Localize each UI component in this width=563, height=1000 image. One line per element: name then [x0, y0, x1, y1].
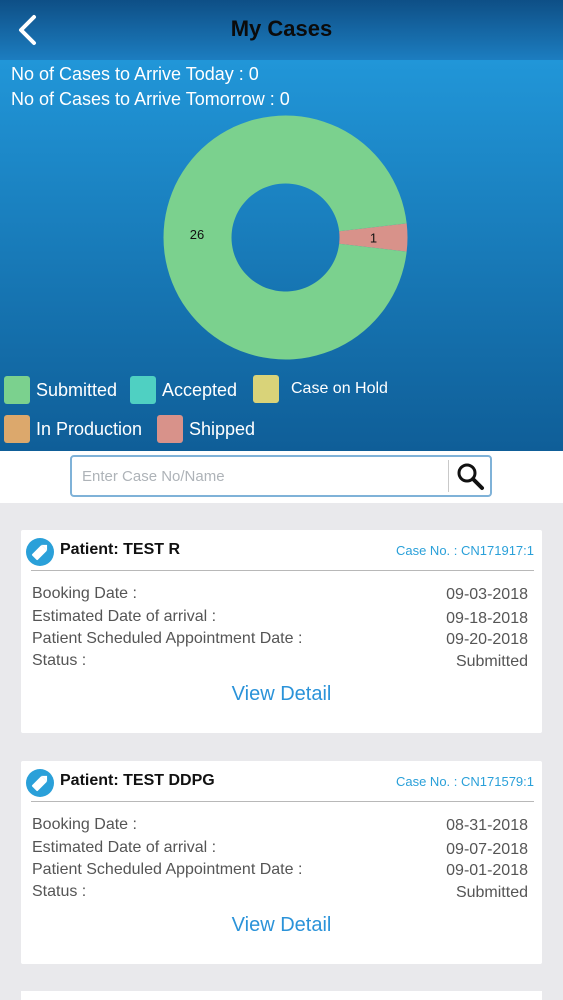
eta-label: Estimated Date of arrival : — [32, 608, 217, 625]
status-label: Status : — [32, 652, 87, 669]
search-input[interactable] — [82, 463, 442, 489]
legend-swatch — [4, 376, 30, 404]
status-label: Status : — [32, 883, 87, 900]
legend-label: Shipped — [189, 418, 256, 439]
divider — [31, 570, 534, 571]
case-card-header: Patient: TEST DDPG Case No. : CN171579:1 — [21, 761, 542, 801]
case-card-header: Patient: TEST R Case No. : CN171917:1 — [21, 530, 542, 570]
summary-panel: No of Cases to Arrive Today : 0 No of Ca… — [0, 60, 563, 451]
tag-icon — [25, 768, 55, 798]
eta-label: Estimated Date of arrival : — [32, 839, 217, 856]
page-title: My Cases — [230, 16, 333, 41]
tag-icon — [25, 537, 55, 567]
divider — [31, 801, 534, 802]
appointment-value: 09-20-2018 — [446, 631, 528, 648]
legend-item-shipped: Shipped — [157, 415, 255, 443]
appointment-label: Patient Scheduled Appointment Date : — [32, 630, 303, 647]
appointment-value: 09-01-2018 — [446, 862, 528, 879]
arrive-today-text: No of Cases to Arrive Today : 0 — [11, 64, 259, 84]
legend-item-submitted: Submitted — [4, 376, 117, 404]
booking-date-label: Booking Date : — [32, 585, 137, 602]
case-number: Case No. : CN171579:1 — [395, 774, 534, 789]
legend-label: In Production — [36, 418, 143, 439]
view-detail-link[interactable]: View Detail — [231, 914, 332, 936]
patient-name: Patient: TEST DDPG — [60, 772, 215, 789]
legend-swatch — [130, 376, 156, 404]
case-card-partial — [21, 991, 542, 1000]
patient-name: Patient: TEST R — [60, 541, 181, 558]
data-label-shipped: 1 — [370, 231, 377, 246]
eta-value: 09-18-2018 — [446, 610, 528, 627]
legend-label: Accepted — [162, 379, 238, 400]
donut-slice-shipped — [339, 223, 408, 252]
search-box — [70, 455, 492, 497]
case-card: Patient: TEST R Case No. : CN171917:1 Bo… — [21, 530, 542, 733]
back-button[interactable] — [12, 12, 46, 48]
booking-date-label: Booking Date : — [32, 816, 137, 833]
view-detail-link[interactable]: View Detail — [231, 683, 332, 705]
app-header: My Cases — [0, 0, 563, 60]
legend-swatch — [253, 375, 279, 403]
search-icon — [457, 463, 484, 490]
search-button[interactable] — [448, 460, 488, 492]
legend-item-accepted: Accepted — [130, 376, 237, 404]
legend-swatch — [157, 415, 183, 443]
status-value: Submitted — [455, 653, 528, 670]
chevron-left-icon — [19, 15, 36, 45]
case-card: Patient: TEST DDPG Case No. : CN171579:1… — [21, 761, 542, 964]
data-label-submitted: 26 — [190, 227, 204, 242]
booking-date-value: 08-31-2018 — [446, 817, 528, 834]
booking-date-value: 09-03-2018 — [446, 586, 528, 603]
case-number: Case No. : CN171917:1 — [395, 543, 534, 558]
legend-item-case-on-hold: Case on Hold — [253, 375, 388, 403]
case-status-donut-chart: 1 26 — [163, 115, 408, 360]
legend-swatch — [4, 415, 30, 443]
appointment-label: Patient Scheduled Appointment Date : — [32, 861, 303, 878]
legend-label: Submitted — [36, 379, 118, 400]
status-value: Submitted — [455, 884, 528, 901]
legend-label: Case on Hold — [291, 380, 388, 397]
arrive-tomorrow-text: No of Cases to Arrive Tomorrow : 0 — [11, 89, 290, 109]
eta-value: 09-07-2018 — [446, 841, 528, 858]
legend-item-in-production: In Production — [4, 415, 142, 443]
donut-slice-submitted — [163, 115, 407, 360]
search-bar — [0, 451, 563, 503]
